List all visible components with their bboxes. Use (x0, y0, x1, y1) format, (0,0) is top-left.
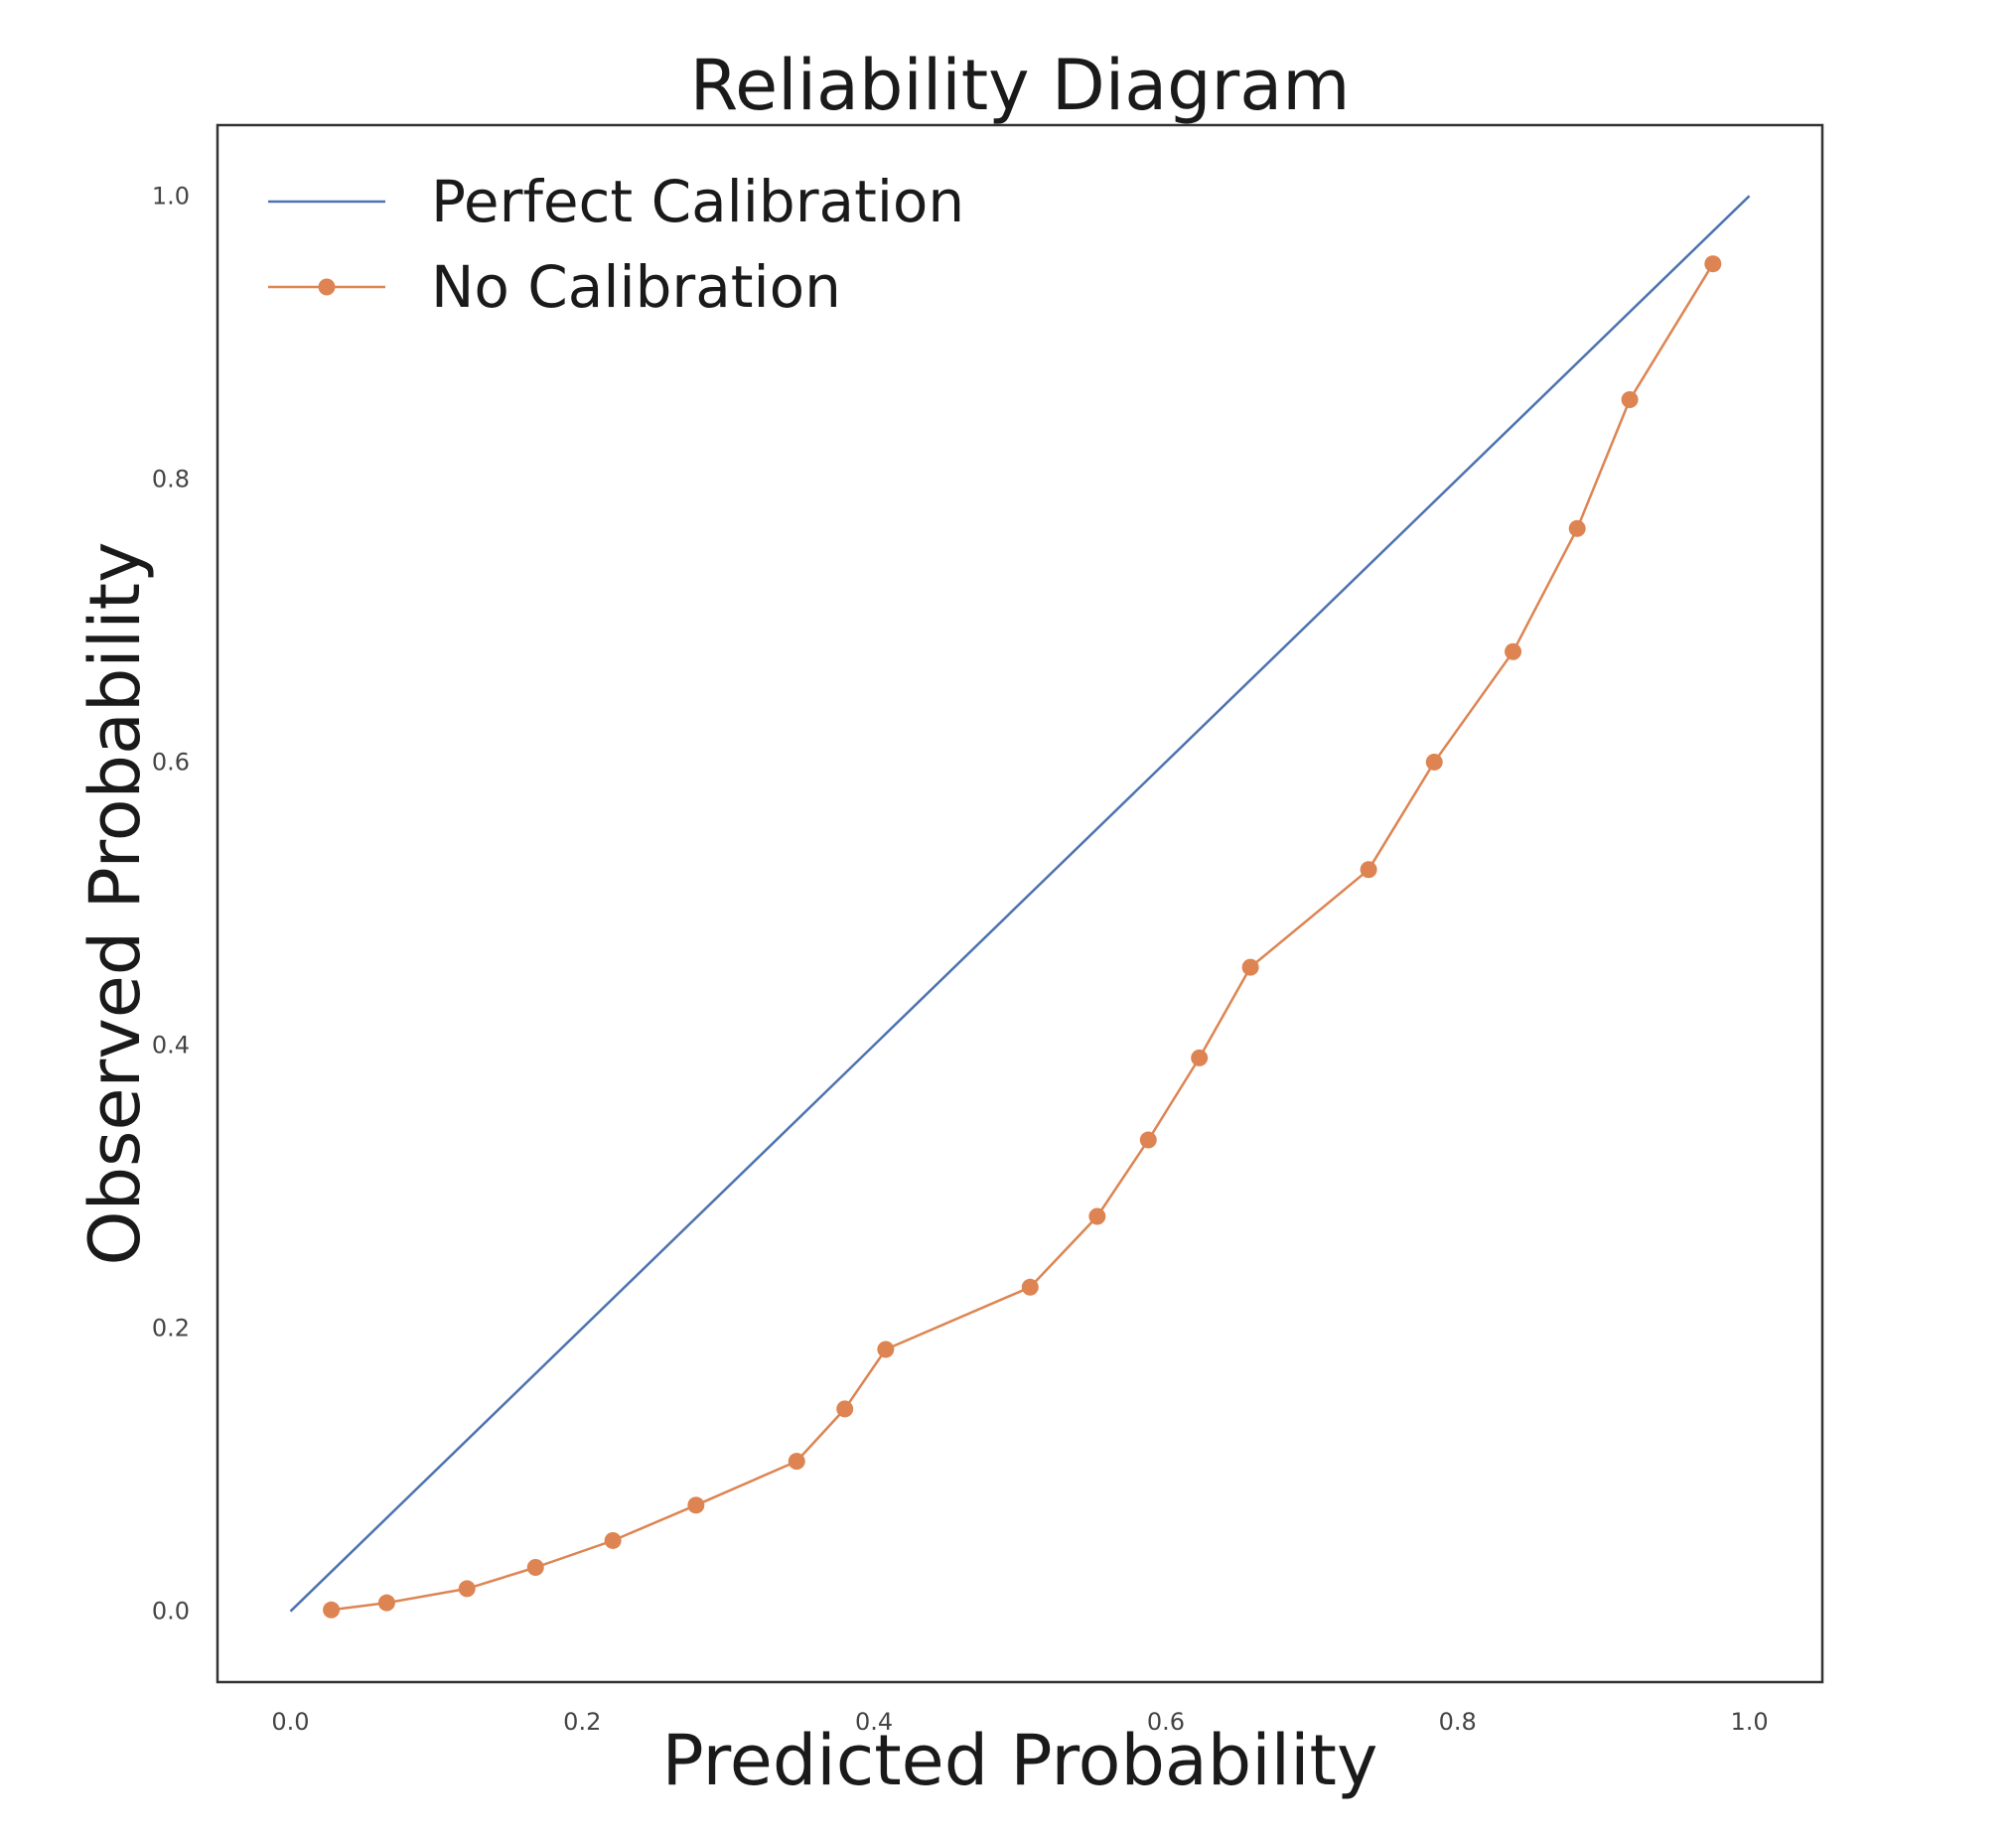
data-point (458, 1580, 476, 1598)
x-tick-label: 0.8 (1439, 1708, 1477, 1736)
x-tick-label: 0.0 (271, 1708, 309, 1736)
x-tick-label: 0.6 (1147, 1708, 1185, 1736)
data-point (1621, 391, 1639, 409)
data-point (1425, 753, 1443, 771)
y-tick-label: 0.6 (152, 748, 190, 776)
y-axis-label: Observed Probability (74, 541, 156, 1265)
data-point (323, 1601, 341, 1619)
x-axis-label: Predicted Probability (662, 1720, 1378, 1801)
plot-area: 0.0 0.2 0.4 0.6 0.8 1.0 0.0 0.2 0.4 0.6 0.8 1.0 (152, 123, 1824, 1736)
legend-label-1: No Calibration (431, 253, 841, 321)
data-point (836, 1400, 854, 1418)
y-tick-label: 1.0 (152, 182, 190, 210)
legend-marker-1 (318, 278, 336, 296)
chart-title: Reliability Diagram (690, 45, 1351, 126)
data-point (877, 1341, 895, 1358)
data-point (377, 1594, 395, 1612)
y-tick-label: 0.2 (152, 1315, 190, 1342)
data-point (1704, 255, 1722, 273)
y-tick-label: 0.8 (152, 465, 190, 493)
y-tick-label: 0.0 (152, 1598, 190, 1625)
series-line-0 (289, 195, 1751, 1613)
data-point (1360, 861, 1377, 879)
x-tick-label: 1.0 (1730, 1708, 1768, 1736)
data-point (1021, 1278, 1039, 1296)
data-point (1505, 642, 1522, 660)
legend-label-0: Perfect Calibration (431, 168, 964, 235)
plot-frame (216, 123, 1824, 1684)
data-point (1088, 1207, 1106, 1225)
legend: Perfect Calibration No Calibration (268, 168, 964, 321)
data-point (1568, 519, 1586, 537)
data-point (687, 1496, 705, 1514)
data-point (1139, 1131, 1157, 1149)
x-tick-label: 0.4 (855, 1708, 893, 1736)
data-point (1241, 958, 1259, 976)
x-tick-label: 0.2 (563, 1708, 601, 1736)
data-point (1191, 1049, 1209, 1066)
data-point (604, 1531, 622, 1549)
data-point (526, 1559, 544, 1577)
y-tick-label: 0.4 (152, 1032, 190, 1060)
series-line-1 (331, 263, 1714, 1612)
data-point (788, 1453, 805, 1471)
